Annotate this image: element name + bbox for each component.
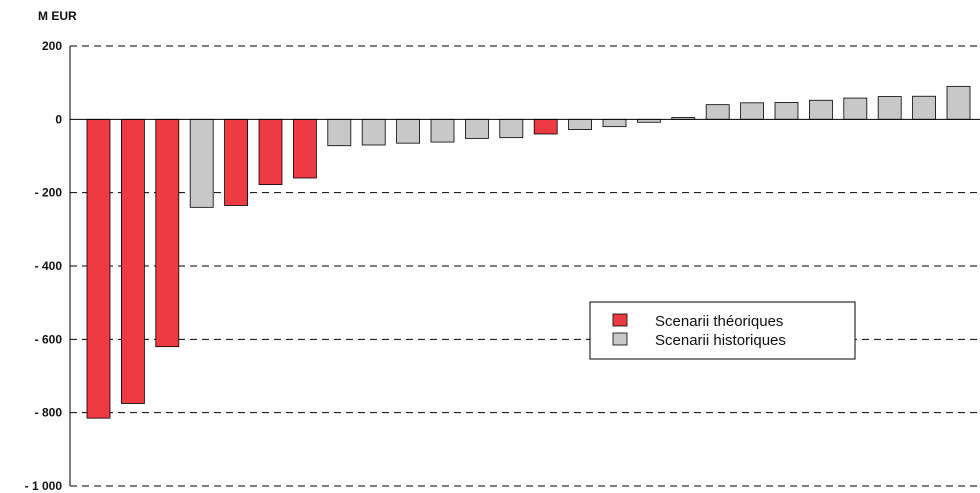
legend-label-theoretical: Scenarii théoriques (655, 313, 783, 330)
bar (292, 118, 317, 179)
bar (877, 96, 902, 120)
legend: Scenarii théoriques Scenarii historiques (589, 301, 856, 360)
legend-swatch-historical (612, 332, 628, 346)
bar (224, 118, 249, 206)
bar (86, 118, 111, 419)
bar (602, 118, 627, 128)
y-tick-label: - 800 (35, 406, 63, 420)
bar (155, 118, 180, 348)
bar (189, 118, 214, 208)
y-tick-label: 200 (42, 39, 62, 53)
legend-swatch-theoretical (612, 313, 628, 327)
bar (327, 118, 352, 147)
bar (361, 118, 386, 146)
bar (464, 118, 489, 139)
legend-label-historical: Scenarii historiques (655, 332, 786, 349)
bar (533, 118, 558, 135)
bar (809, 99, 833, 120)
bar (258, 118, 283, 186)
y-tick-label: - 1 000 (25, 479, 63, 493)
bar (740, 102, 764, 120)
legend-box (589, 301, 856, 360)
bar (912, 95, 936, 120)
bar (843, 97, 868, 120)
bar (568, 118, 592, 131)
y-tick-label: - 400 (35, 259, 63, 273)
y-tick-label: - 600 (35, 332, 63, 346)
y-tick-label: - 200 (35, 186, 63, 200)
bar (705, 104, 730, 120)
bars (86, 85, 971, 419)
bar (946, 85, 971, 120)
bar (499, 118, 524, 139)
y-tick-label: 0 (55, 112, 62, 126)
bar (774, 102, 799, 120)
y-tick-labels: 200 0 - 200 - 400 - 600 - 800 - 1 000 (25, 39, 63, 493)
bar (121, 118, 145, 404)
bar (430, 118, 455, 143)
y-axis-unit-label: M EUR (38, 9, 77, 23)
bar (396, 118, 421, 144)
